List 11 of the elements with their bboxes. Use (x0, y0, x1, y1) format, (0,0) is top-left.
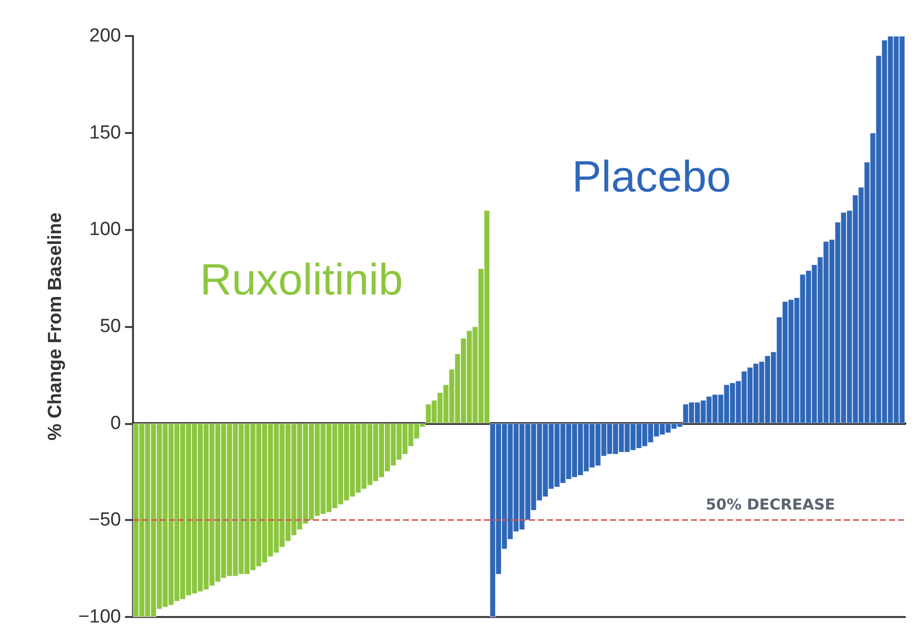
y-tick-label: 100 (89, 219, 121, 240)
y-tick-label: 200 (89, 26, 121, 46)
y-tick-label: −50 (88, 510, 121, 531)
y-tick-label: 0 (110, 412, 121, 434)
y-tick-label: 150 (89, 122, 121, 144)
y-tick-label: −100 (78, 606, 121, 628)
y-tick-label: 50 (100, 316, 121, 337)
text: Placebo (572, 152, 732, 202)
y-axis-title: % Change From Baseline (45, 212, 66, 441)
series-label: Ruxolitinib (200, 256, 403, 304)
ref-line-label: 50% DECREASE (706, 496, 835, 514)
